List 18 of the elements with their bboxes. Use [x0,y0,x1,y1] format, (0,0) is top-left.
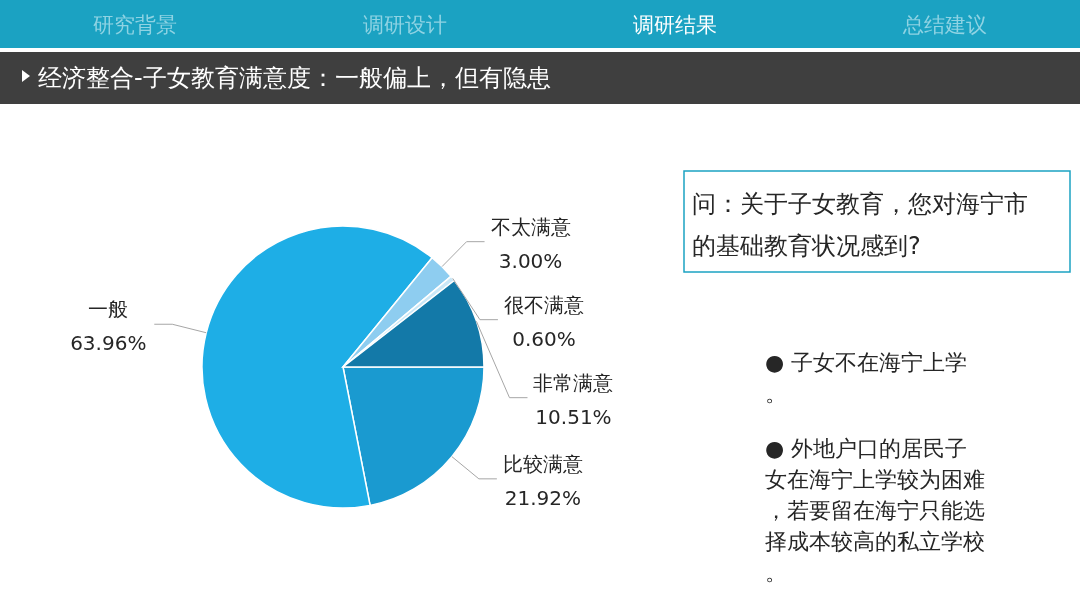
slice-label: 非常满意 [533,370,614,395]
data-label: 63.96% [70,331,147,356]
data-label: 3.00% [498,248,563,273]
data-label: 21.92% [504,485,582,510]
text: ● 外地户口的居民子女在海宁上学较为困难，若要留在海宁只能选择成本较高的私立学校。 [765,436,985,585]
slice-label: 一般 [88,297,129,322]
data-label: 10.51% [535,404,612,429]
text: ● 子女不在海宁上学。 [765,350,968,406]
text: 研究背景 [93,13,177,37]
text: 总结建议 [902,13,987,37]
slice-label: 很不满意 [503,292,584,317]
text: 调研设计 [363,13,447,37]
slice-label: 比较满意 [502,451,583,476]
chart-title: 经济整合-子女教育满意度：一般偏上，但有隐患 [38,64,551,92]
text: 调研结果 [633,13,717,37]
text: 问：关于子女教育，您对海宁市的基础教育状况感到? [692,190,1028,260]
data-label: 0.60% [512,326,576,351]
slice-label: 不太满意 [490,214,571,239]
